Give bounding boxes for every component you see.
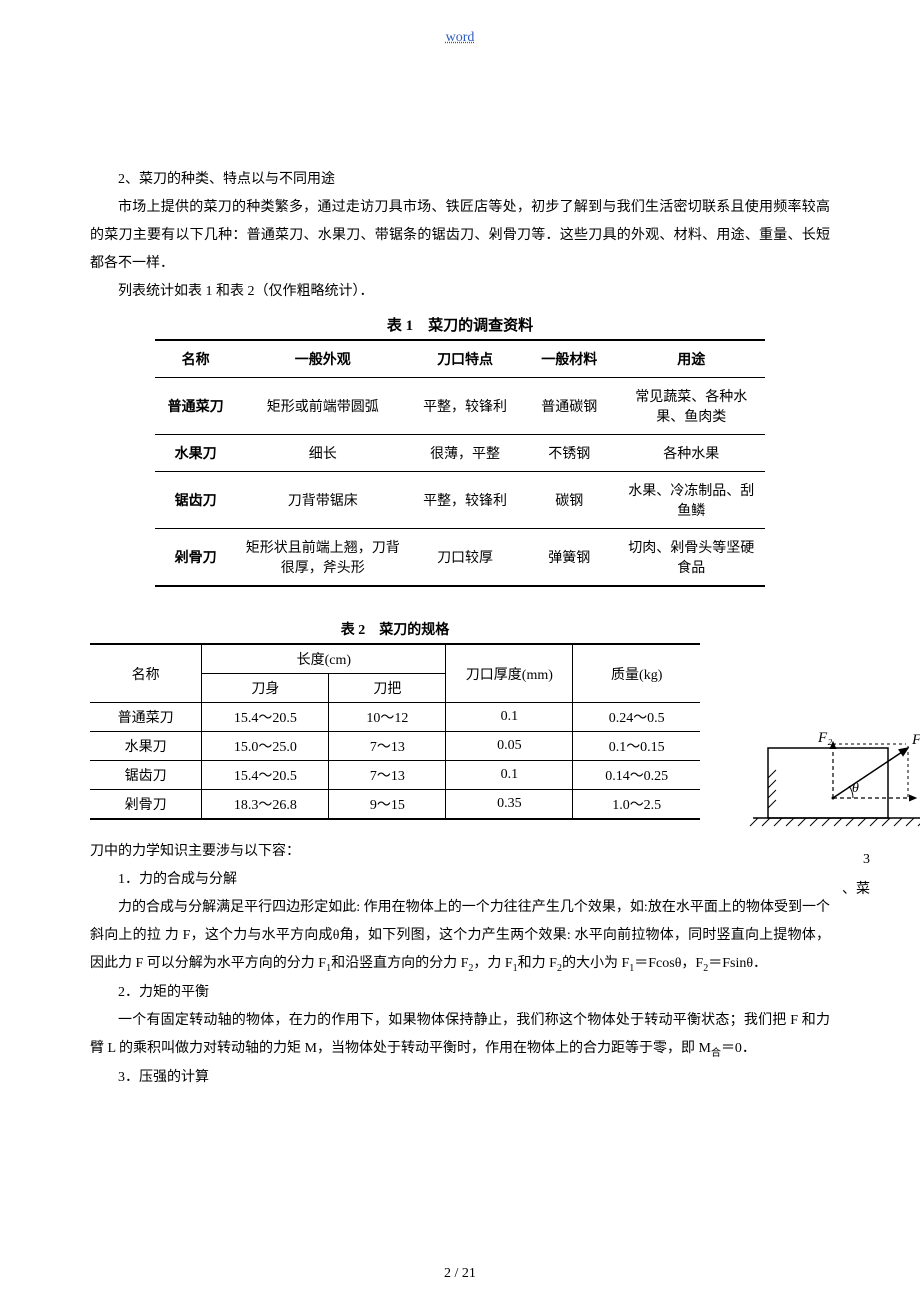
sub-heading-3: 3．压强的计算 — [90, 1064, 830, 1092]
cell: 碳钢 — [521, 472, 618, 529]
sub-heading-2: 2．力矩的平衡 — [90, 979, 830, 1007]
cell: 很薄，平整 — [409, 435, 521, 472]
float-number-3: 3 — [863, 852, 870, 868]
table-row: 水果刀 15.0～25.0 7～13 0.05 0.1～0.15 — [90, 732, 700, 761]
table-row: 普通菜刀 矩形或前端带圆弧 平整，较锋利 普通碳钢 常见蔬菜、各种水果、鱼肉类 — [155, 378, 765, 435]
cell: 0.1～0.15 — [573, 732, 700, 761]
figure-svg: F F₁ F₂ θ — [748, 728, 920, 838]
table-row: 剁骨刀 18.3～26.8 9～15 0.35 1.0～2.5 — [90, 790, 700, 820]
cell: 0.1 — [446, 703, 573, 732]
cell: 0.35 — [446, 790, 573, 820]
cell: 普通菜刀 — [90, 703, 202, 732]
table-row: 剁骨刀 矩形状且前端上翘，刀背很厚，斧头形 刀口较厚 弹簧钢 切肉、剁骨头等坚硬… — [155, 529, 765, 587]
cell: 矩形或前端带圆弧 — [236, 378, 409, 435]
cell: 弹簧钢 — [521, 529, 618, 587]
cell: 15.4～20.5 — [202, 761, 329, 790]
physics-section: 刀中的力学知识主要涉与以下容： 1．力的合成与分解 力的合成与分解满足平行四边形… — [90, 838, 830, 1092]
cell: 0.24～0.5 — [573, 703, 700, 732]
cell: 细长 — [236, 435, 409, 472]
cell: 剁骨刀 — [90, 790, 202, 820]
cell: 刀口较厚 — [409, 529, 521, 587]
cell: 0.1 — [446, 761, 573, 790]
col-header: 名称 — [90, 644, 202, 703]
intro-block: 2、菜刀的种类、特点以与不同用途 市场上提供的菜刀的种类繁多，通过走访刀具市场、… — [90, 166, 830, 306]
table-2: 名称 长度(cm) 刀口厚度(mm) 质量(kg) 刀身 刀把 普通菜刀 15.… — [90, 643, 700, 820]
cell: 18.3～26.8 — [202, 790, 329, 820]
cell: 锯齿刀 — [90, 761, 202, 790]
table-row: 名称 长度(cm) 刀口厚度(mm) 质量(kg) — [90, 644, 700, 674]
col-header: 刀口厚度(mm) — [446, 644, 573, 703]
label-F: F — [911, 732, 920, 748]
cell: 平整，较锋利 — [409, 378, 521, 435]
cell: 0.14～0.25 — [573, 761, 700, 790]
text: 和沿竖直方向的分力 F — [331, 956, 468, 971]
col-header: 刀身 — [202, 674, 329, 703]
text: 和力 F — [518, 956, 557, 971]
cell: 10～12 — [329, 703, 446, 732]
table-row: 锯齿刀 15.4～20.5 7～13 0.1 0.14～0.25 — [90, 761, 700, 790]
sub-heading-1: 1．力的合成与分解 — [90, 866, 830, 894]
table-1-wrap: 表 1 菜刀的调查资料 名称 一般外观 刀口特点 一般材料 用途 普通菜刀 矩形… — [155, 314, 765, 587]
cell: 9～15 — [329, 790, 446, 820]
table-1-caption: 表 1 菜刀的调查资料 — [155, 314, 765, 335]
col-header: 刀口特点 — [409, 340, 521, 378]
cell: 15.0～25.0 — [202, 732, 329, 761]
lead-line: 刀中的力学知识主要涉与以下容： — [90, 838, 830, 866]
label-F2: F₂ — [817, 730, 832, 746]
text: ＝Fcosθ，F — [634, 956, 703, 971]
table-2-caption: 表 2 菜刀的规格 — [90, 619, 700, 639]
cell: 不锈钢 — [521, 435, 618, 472]
cell: 7～13 — [329, 732, 446, 761]
col-header: 名称 — [155, 340, 236, 378]
cell: 剁骨刀 — [155, 529, 236, 587]
cell: 常见蔬菜、各种水果、鱼肉类 — [618, 378, 765, 435]
document-page: word 2、菜刀的种类、特点以与不同用途 市场上提供的菜刀的种类繁多，通过走访… — [0, 0, 920, 1152]
cell: 刀背带锯床 — [236, 472, 409, 529]
text: ，力 F — [473, 956, 512, 971]
cell: 各种水果 — [618, 435, 765, 472]
sub: 合 — [711, 1048, 721, 1059]
physics-para-1: 力的合成与分解满足平行四边形定如此: 作用在物体上的一个力往往产生几个效果，如:… — [90, 894, 830, 979]
table-row: 水果刀 细长 很薄，平整 不锈钢 各种水果 — [155, 435, 765, 472]
table-row: 普通菜刀 15.4～20.5 10～12 0.1 0.24～0.5 — [90, 703, 700, 732]
intro-paragraph-2: 列表统计如表 1 和表 2（仅作粗略统计）． — [90, 278, 830, 306]
label-theta: θ — [852, 781, 859, 796]
col-header: 一般外观 — [236, 340, 409, 378]
col-header: 一般材料 — [521, 340, 618, 378]
col-header: 质量(kg) — [573, 644, 700, 703]
cell: 平整，较锋利 — [409, 472, 521, 529]
text: 的大小为 F — [562, 956, 629, 971]
table-1: 名称 一般外观 刀口特点 一般材料 用途 普通菜刀 矩形或前端带圆弧 平整，较锋… — [155, 339, 765, 587]
cell: 切肉、剁骨头等坚硬食品 — [618, 529, 765, 587]
table-row: 名称 一般外观 刀口特点 一般材料 用途 — [155, 340, 765, 378]
cell: 1.0～2.5 — [573, 790, 700, 820]
table-2-wrap: 表 2 菜刀的规格 名称 长度(cm) 刀口厚度(mm) 质量(kg) 刀身 刀… — [90, 619, 700, 820]
col-header: 用途 — [618, 340, 765, 378]
physics-para-2: 一个有固定转动轴的物体，在力的作用下，如果物体保持静止，我们称这个物体处于转动平… — [90, 1007, 830, 1064]
cell: 水果刀 — [90, 732, 202, 761]
cell: 矩形状且前端上翘，刀背很厚，斧头形 — [236, 529, 409, 587]
col-header: 刀把 — [329, 674, 446, 703]
col-header: 长度(cm) — [202, 644, 446, 674]
section-heading: 2、菜刀的种类、特点以与不同用途 — [90, 166, 830, 194]
cell: 水果、冷冻制品、刮鱼鳞 — [618, 472, 765, 529]
cell: 普通菜刀 — [155, 378, 236, 435]
float-char-cai: 、菜 — [842, 878, 870, 898]
cell: 锯齿刀 — [155, 472, 236, 529]
cell: 0.05 — [446, 732, 573, 761]
cell: 7～13 — [329, 761, 446, 790]
text: ＝Fsinθ． — [708, 956, 767, 971]
page-number: 2 / 21 — [0, 1266, 920, 1282]
table-row: 锯齿刀 刀背带锯床 平整，较锋利 碳钢 水果、冷冻制品、刮鱼鳞 — [155, 472, 765, 529]
force-decomposition-figure: F F₁ F₂ θ — [748, 728, 920, 838]
cell: 15.4～20.5 — [202, 703, 329, 732]
text: ＝0． — [721, 1041, 756, 1056]
header-link-word: word — [90, 30, 830, 46]
cell: 水果刀 — [155, 435, 236, 472]
intro-paragraph-1: 市场上提供的菜刀的种类繁多，通过走访刀具市场、铁匠店等处，初步了解到与我们生活密… — [90, 194, 830, 278]
cell: 普通碳钢 — [521, 378, 618, 435]
